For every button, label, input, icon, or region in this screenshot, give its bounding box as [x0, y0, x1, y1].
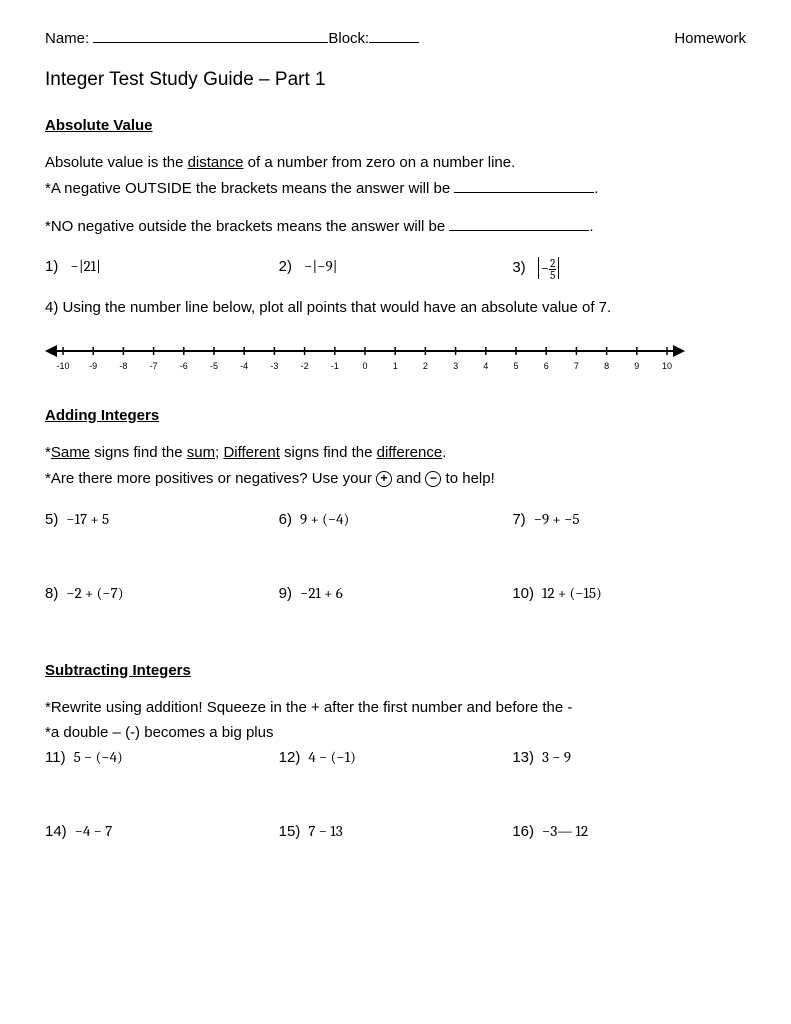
- svg-text:5: 5: [513, 361, 518, 371]
- add-rule-signs: *Same signs find the sum; Different sign…: [45, 442, 746, 464]
- section-subtracting: Subtracting Integers: [45, 662, 746, 679]
- abs-def: Absolute value is the distance of a numb…: [45, 152, 746, 174]
- q5: 5)−17 + 5: [45, 510, 279, 528]
- svg-text:3: 3: [453, 361, 458, 371]
- add-rule-counters: *Are there more positives or negatives? …: [45, 468, 746, 490]
- name-blank[interactable]: [93, 28, 328, 43]
- svg-text:-4: -4: [240, 361, 248, 371]
- abs-blank-1[interactable]: [454, 178, 594, 193]
- svg-text:-6: -6: [180, 361, 188, 371]
- q13: 13)3 − 9: [512, 748, 746, 766]
- sub-rule-2: *a double – (-) becomes a big plus: [45, 722, 746, 744]
- svg-text:-1: -1: [331, 361, 339, 371]
- abs-rule-neg-outside: *A negative OUTSIDE the brackets means t…: [45, 178, 746, 200]
- q4-text: 4) Using the number line below, plot all…: [45, 297, 746, 319]
- abs-problems-row: 1) −|21| 2) −|−9| 3) −25: [45, 257, 746, 279]
- svg-text:-10: -10: [56, 361, 69, 371]
- q11: 11)5 − (−4): [45, 748, 279, 766]
- svg-text:8: 8: [604, 361, 609, 371]
- number-line-svg: -10-9-8-7-6-5-4-3-2-1012345678910: [45, 333, 685, 377]
- section-adding: Adding Integers: [45, 407, 746, 424]
- q1: 1) −|21|: [45, 257, 279, 279]
- minus-circle-icon: −: [425, 471, 441, 487]
- svg-text:-2: -2: [301, 361, 309, 371]
- abs-rule-no-neg: *NO negative outside the brackets means …: [45, 216, 746, 238]
- sub-rule-1: *Rewrite using addition! Squeeze in the …: [45, 697, 746, 719]
- svg-text:-8: -8: [119, 361, 127, 371]
- sub-row-1: 11)5 − (−4) 12)4 − (−1) 13)3 − 9: [45, 748, 746, 766]
- section-absolute-value: Absolute Value: [45, 117, 746, 134]
- svg-text:10: 10: [662, 361, 672, 371]
- svg-text:1: 1: [393, 361, 398, 371]
- homework-label: Homework: [674, 30, 746, 47]
- sub-row-2: 14)−4 − 7 15)7 − 13 16)−3— 12: [45, 822, 746, 840]
- q8: 8)−2 + (−7): [45, 584, 279, 602]
- q16: 16)−3— 12: [512, 822, 746, 840]
- q12: 12)4 − (−1): [279, 748, 513, 766]
- svg-text:6: 6: [544, 361, 549, 371]
- block-label: Block:: [328, 30, 369, 47]
- abs-blank-2[interactable]: [449, 216, 589, 231]
- page-title: Integer Test Study Guide – Part 1: [45, 69, 746, 91]
- svg-text:9: 9: [634, 361, 639, 371]
- q14: 14)−4 − 7: [45, 822, 279, 840]
- q9: 9)−21 + 6: [279, 584, 513, 602]
- svg-text:7: 7: [574, 361, 579, 371]
- svg-text:4: 4: [483, 361, 488, 371]
- svg-text:2: 2: [423, 361, 428, 371]
- q3: 3) −25: [512, 257, 746, 279]
- svg-text:0: 0: [362, 361, 367, 371]
- q7: 7)−9 + −5: [512, 510, 746, 528]
- page-header: Name: Block: Homework: [45, 28, 746, 47]
- add-row-1: 5)−17 + 5 6)9 + (−4) 7)−9 + −5: [45, 510, 746, 528]
- add-row-2: 8)−2 + (−7) 9)−21 + 6 10)12 + (−15): [45, 584, 746, 602]
- name-label: Name:: [45, 30, 89, 47]
- q15: 15)7 − 13: [279, 822, 513, 840]
- svg-text:-9: -9: [89, 361, 97, 371]
- svg-text:-3: -3: [270, 361, 278, 371]
- q6: 6)9 + (−4): [279, 510, 513, 528]
- q2: 2) −|−9|: [279, 257, 513, 279]
- number-line: -10-9-8-7-6-5-4-3-2-1012345678910: [45, 333, 746, 381]
- plus-circle-icon: +: [376, 471, 392, 487]
- block-blank[interactable]: [369, 28, 419, 43]
- svg-text:-5: -5: [210, 361, 218, 371]
- svg-text:-7: -7: [150, 361, 158, 371]
- q10: 10)12 + (−15): [512, 584, 746, 602]
